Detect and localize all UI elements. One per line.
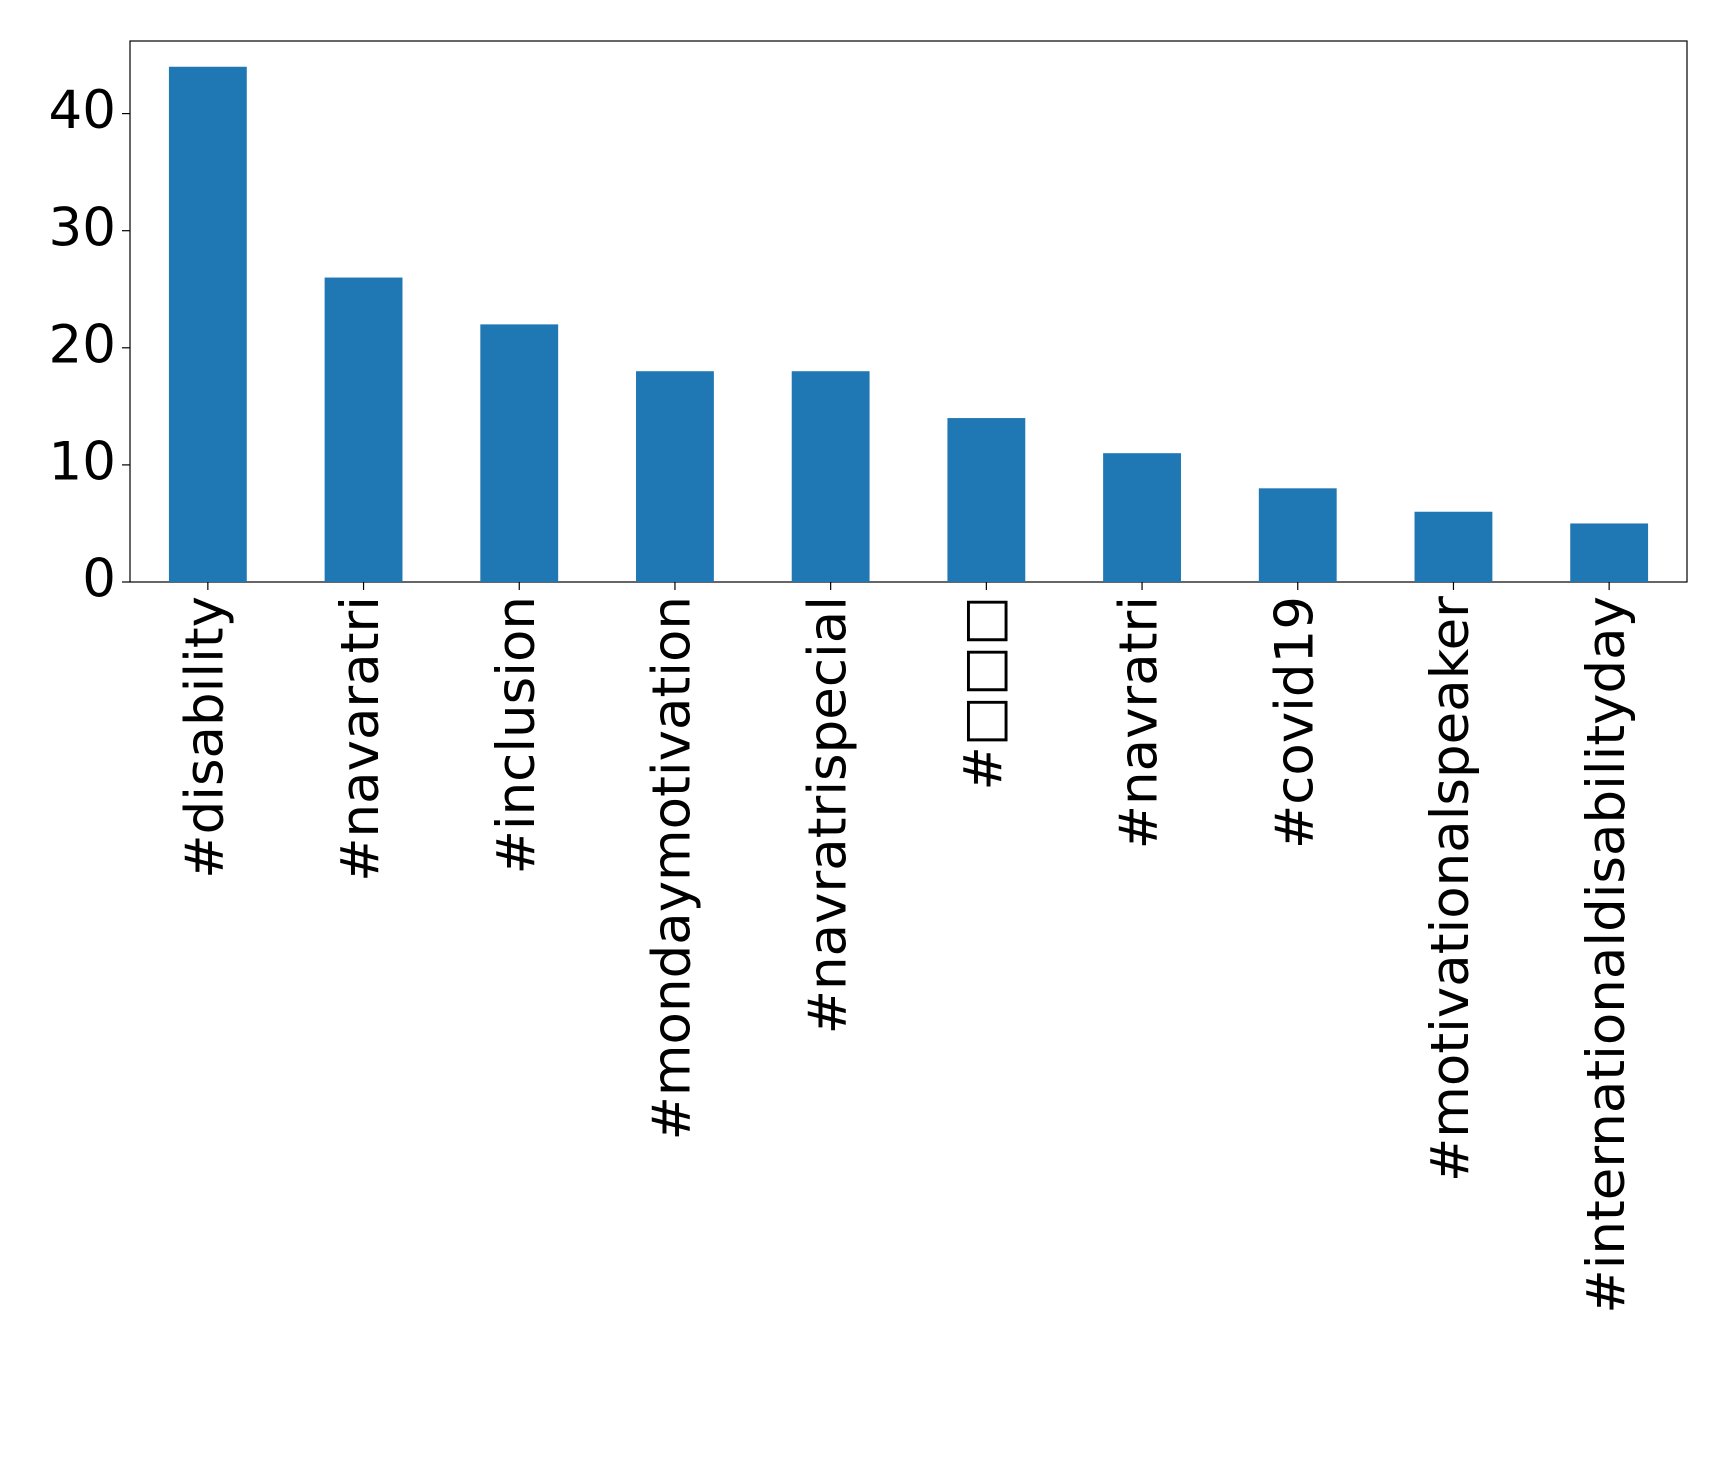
bar <box>791 371 870 582</box>
bar <box>1103 453 1181 582</box>
x-tick-label: #mondaymotivation <box>642 596 703 1140</box>
bar <box>1258 488 1337 582</box>
x-tick-label: #□□□ <box>953 596 1014 791</box>
y-tick-label: 10 <box>49 432 116 493</box>
x-tick-label: #disability <box>174 596 235 879</box>
x-tick-label: #navaratri <box>330 596 391 882</box>
y-tick-label: 30 <box>49 197 116 258</box>
bar <box>1570 523 1649 582</box>
x-tick-label: #navratrispecial <box>797 596 858 1034</box>
y-tick-label: 20 <box>49 314 116 375</box>
bar <box>324 277 403 582</box>
x-tick-label: #internationaldisabilityday <box>1576 596 1637 1314</box>
plot-frame <box>129 40 1688 583</box>
bar <box>480 324 559 582</box>
bar <box>168 66 247 582</box>
y-tick-label: 0 <box>82 549 116 610</box>
x-tick-label: #navratri <box>1109 596 1170 849</box>
y-tick-label: 40 <box>49 80 116 141</box>
bar <box>1414 511 1493 582</box>
bar <box>636 371 714 582</box>
bar <box>947 418 1026 582</box>
x-tick-label: #inclusion <box>486 596 547 875</box>
x-tick-label: #motivationalspeaker <box>1420 596 1481 1182</box>
x-tick-label: #covid19 <box>1264 596 1325 849</box>
